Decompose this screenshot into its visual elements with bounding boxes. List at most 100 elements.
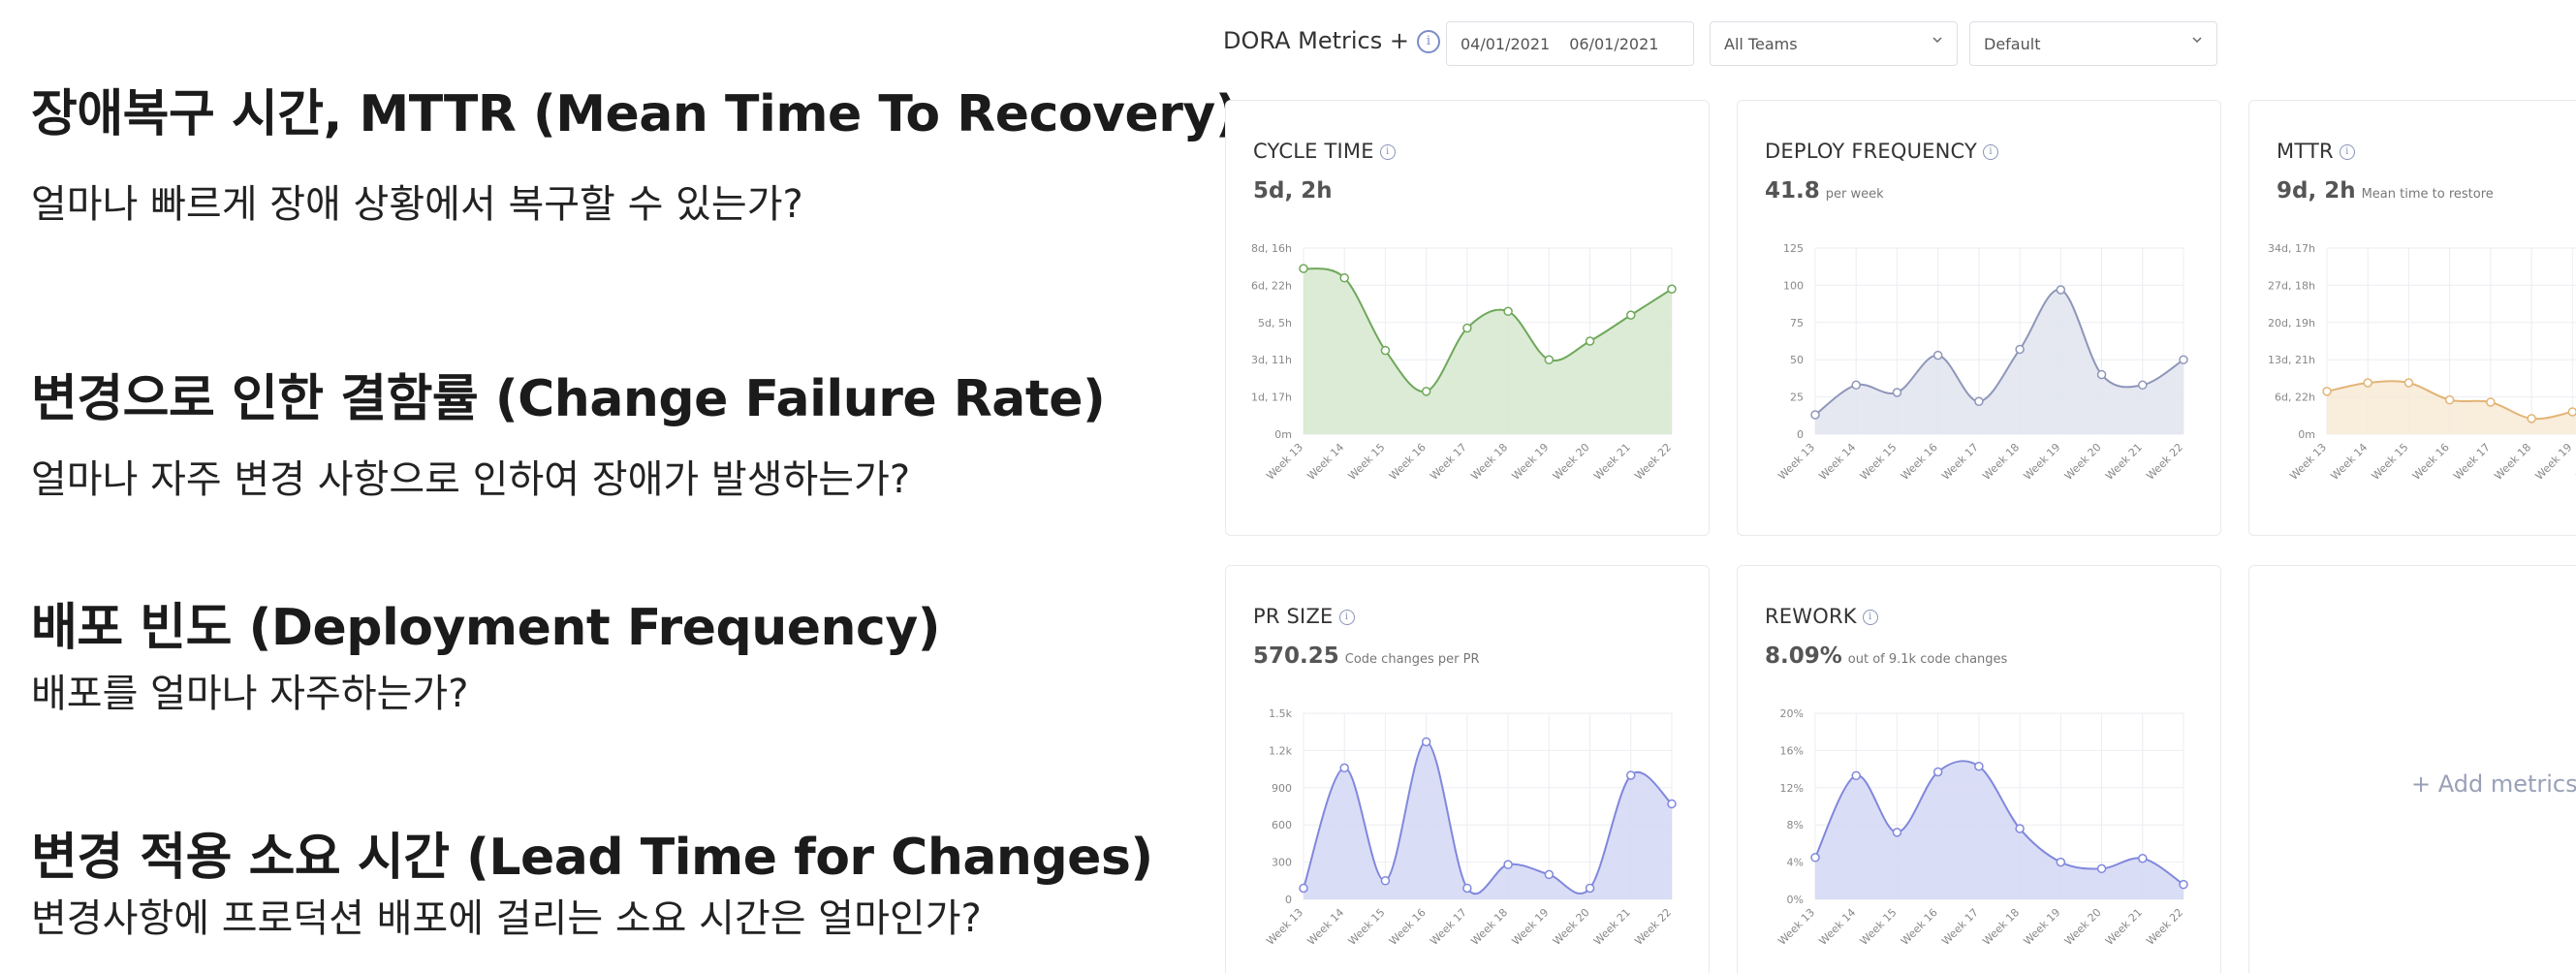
x-tick-label: Week 22 bbox=[2144, 441, 2185, 483]
metric-card-pr-size[interactable]: PR SIZE i 570.25 Code changes per PR 0 300 6… bbox=[1225, 565, 1710, 973]
y-tick-label: 25 bbox=[1790, 392, 1804, 404]
x-tick-label: Week 14 bbox=[2328, 441, 2370, 483]
data-point bbox=[1810, 853, 1820, 863]
card-title-text: PR SIZE bbox=[1253, 605, 1334, 628]
date-range-picker[interactable]: 04/01/2021 06/01/2021 bbox=[1446, 21, 1694, 66]
dashboard-title[interactable]: DORA Metrics + i bbox=[1223, 27, 1440, 54]
card-value: 41.8 per week bbox=[1765, 178, 1884, 204]
mttr-chart: 0m 6d, 22h 13d, 21h 20d, 19h 27d, 18h 34d, 17… bbox=[2268, 242, 2576, 483]
data-point bbox=[1626, 310, 1636, 320]
x-tick-label: Week 17 bbox=[1939, 906, 1981, 948]
info-icon[interactable]: i bbox=[1338, 610, 1355, 625]
y-tick-label: 600 bbox=[1272, 819, 1292, 832]
team-select[interactable]: All Teams bbox=[1710, 21, 1958, 66]
card-title-text: CYCLE TIME bbox=[1253, 140, 1374, 163]
y-tick-label: 100 bbox=[1783, 279, 1804, 292]
x-tick-label: Week 16 bbox=[1899, 906, 1940, 948]
series-area bbox=[1304, 268, 1672, 434]
card-title-text: REWORK bbox=[1765, 605, 1857, 628]
x-tick-label: Week 20 bbox=[2062, 441, 2104, 483]
x-tick-label: Week 15 bbox=[1858, 906, 1900, 948]
info-icon[interactable]: i bbox=[1379, 144, 1396, 160]
x-tick-label: Week 18 bbox=[1468, 441, 1510, 483]
x-tick-label: Week 17 bbox=[1939, 441, 1981, 483]
section-desc-deployment-frequency: 배포를 얼마나 자주하는가? bbox=[31, 672, 469, 716]
card-value-number: 9d, 2h bbox=[2277, 178, 2356, 204]
data-point bbox=[1667, 284, 1677, 294]
metric-card-deploy-frequency[interactable]: DEPLOY FREQUENCY i 41.8 per week 0 25 50 75 10… bbox=[1737, 100, 2221, 536]
x-tick-label: Week 13 bbox=[1775, 906, 1817, 948]
data-point bbox=[2403, 378, 2414, 388]
data-point bbox=[2096, 863, 2107, 874]
section-title-mttr: 장애복구 시간, MTTR (Mean Time To Recovery) bbox=[31, 85, 1239, 143]
dashboard-title-text: DORA Metrics + bbox=[1223, 27, 1409, 54]
x-tick-label: Week 16 bbox=[1899, 441, 1940, 483]
y-tick-label: 6d, 22h bbox=[1251, 279, 1292, 292]
card-value-unit: per week bbox=[1825, 187, 1884, 202]
y-tick-label: 5d, 5h bbox=[1258, 317, 1292, 330]
x-tick-label: Week 14 bbox=[1816, 441, 1858, 483]
x-tick-label: Week 22 bbox=[2144, 906, 2185, 948]
x-tick-label: Week 19 bbox=[1510, 906, 1552, 948]
profile-select-value: Default bbox=[1984, 34, 2041, 53]
info-icon[interactable]: i bbox=[1416, 30, 1440, 53]
add-metrics-card[interactable] bbox=[2248, 565, 2576, 973]
x-tick-label: Week 14 bbox=[1816, 906, 1858, 948]
metric-card-cycle-time[interactable]: CYCLE TIME i 5d, 2h 0m 1d, 17h 3d, 11h 5d, 5… bbox=[1225, 100, 1710, 536]
data-point bbox=[1544, 355, 1555, 364]
y-tick-label: 20d, 19h bbox=[2268, 317, 2315, 330]
y-tick-label: 27d, 18h bbox=[2268, 279, 2315, 292]
x-tick-label: Week 18 bbox=[1468, 906, 1510, 948]
card-value-number: 8.09% bbox=[1765, 643, 1842, 669]
card-title: PR SIZE i bbox=[1253, 605, 1355, 628]
series-area bbox=[2327, 381, 2576, 434]
data-point bbox=[2444, 394, 2455, 405]
rework-chart: 0%4%8%12%16%20%Week 13 Week 14 Week 15 Week… bbox=[1775, 707, 2188, 948]
metric-card-rework[interactable]: REWORK i 8.09% out of 9.1k code changes 0%… bbox=[1737, 565, 2221, 973]
x-tick-label: Week 17 bbox=[1428, 441, 1469, 483]
data-point bbox=[1932, 350, 1943, 361]
y-tick-label: 0 bbox=[1285, 894, 1292, 906]
x-tick-label: Week 17 bbox=[2451, 441, 2493, 483]
data-point bbox=[1932, 767, 1943, 777]
section-title-deployment-frequency: 배포 빈도 (Deployment Frequency) bbox=[31, 599, 941, 657]
x-tick-label: Week 14 bbox=[1304, 906, 1346, 948]
card-title: DEPLOY FREQUENCY i bbox=[1765, 140, 1999, 163]
profile-select[interactable]: Default bbox=[1969, 21, 2217, 66]
cycle-time-chart: 0m 1d, 17h 3d, 11h 5d, 5h 6d, 22h 8d, 16h Week… bbox=[1251, 242, 1677, 483]
y-tick-label: 50 bbox=[1790, 354, 1804, 366]
data-point bbox=[1667, 799, 1677, 809]
y-tick-label: 1.5k bbox=[1269, 707, 1292, 720]
metric-card-mttr[interactable]: MTTR i 9d, 2h Mean time to restore 0m 6d, 2… bbox=[2248, 100, 2576, 536]
info-icon[interactable]: i bbox=[2339, 144, 2355, 160]
y-tick-label: 0m bbox=[2298, 428, 2315, 441]
x-tick-label: Week 15 bbox=[1346, 906, 1388, 948]
data-point bbox=[1585, 336, 1595, 346]
x-tick-label: Week 13 bbox=[1264, 441, 1305, 483]
y-tick-label: 13d, 21h bbox=[2268, 354, 2315, 366]
data-point bbox=[2179, 355, 2188, 364]
series-area bbox=[1815, 289, 2183, 434]
data-point bbox=[1299, 883, 1308, 894]
data-point bbox=[1421, 387, 1431, 396]
section-desc-change-failure-rate: 얼마나 자주 변경 사항으로 인하여 장애가 발생하는가? bbox=[31, 457, 911, 502]
data-point bbox=[1851, 770, 1861, 781]
y-tick-label: 125 bbox=[1783, 242, 1804, 255]
data-point bbox=[1585, 883, 1595, 894]
data-point bbox=[1892, 388, 1902, 397]
data-point bbox=[1339, 272, 1349, 283]
y-tick-label: 75 bbox=[1790, 317, 1804, 330]
card-title: REWORK i bbox=[1765, 605, 1878, 628]
section-title-lead-time: 변경 적용 소요 시간 (Lead Time for Changes) bbox=[31, 829, 1153, 887]
info-icon[interactable]: i bbox=[1983, 144, 1999, 160]
x-tick-label: Week 19 bbox=[2022, 441, 2063, 483]
info-icon[interactable]: i bbox=[1862, 610, 1878, 625]
add-metrics-button[interactable]: + Add metrics bbox=[2411, 770, 2576, 798]
card-title-text: MTTR bbox=[2277, 140, 2334, 163]
card-value-unit: Mean time to restore bbox=[2361, 187, 2494, 202]
data-point bbox=[1503, 860, 1513, 869]
x-tick-label: Week 19 bbox=[2533, 441, 2575, 483]
data-point bbox=[2322, 387, 2332, 396]
data-point bbox=[2179, 879, 2188, 890]
